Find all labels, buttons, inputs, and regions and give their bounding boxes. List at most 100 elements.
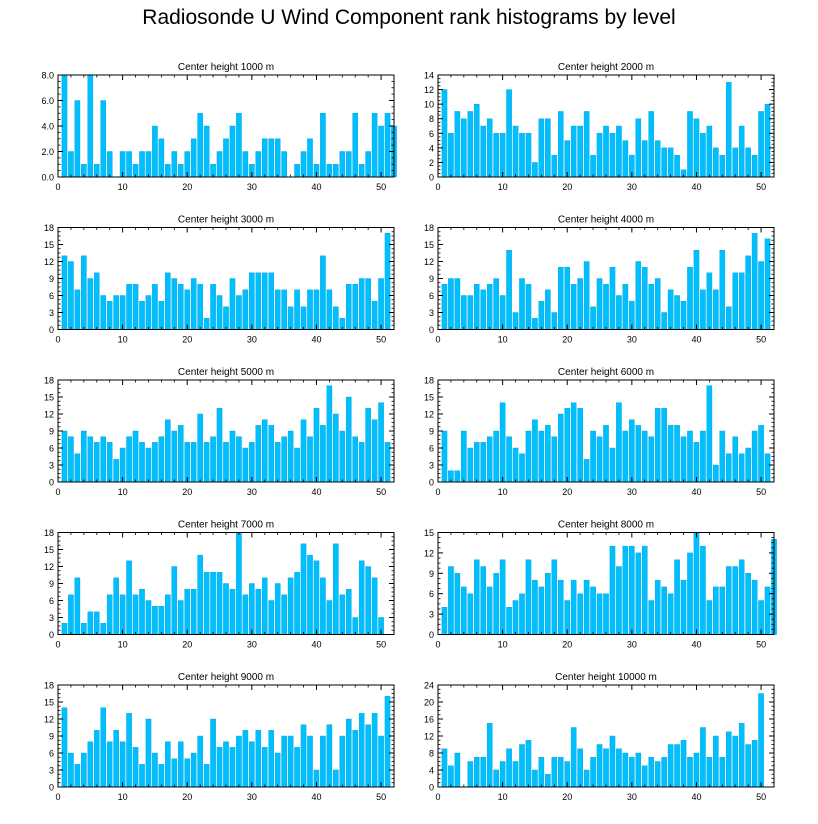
- bar: [184, 289, 191, 330]
- bar: [268, 138, 275, 178]
- y-tick-label: 2.0: [41, 147, 54, 157]
- bar: [203, 764, 210, 788]
- bar: [577, 408, 583, 483]
- x-tick-label: 30: [247, 335, 257, 345]
- bar: [132, 283, 139, 330]
- y-tick-label: 9: [49, 579, 54, 589]
- bar: [467, 295, 474, 330]
- bar: [667, 147, 674, 178]
- bar: [700, 727, 706, 788]
- bar: [616, 125, 622, 178]
- bar: [126, 151, 132, 178]
- bar: [525, 559, 532, 635]
- x-tick-label: 50: [376, 640, 386, 650]
- bar: [261, 747, 268, 788]
- y-tick-label: 12: [424, 85, 434, 95]
- bar: [687, 111, 693, 178]
- y-tick-label: 12: [424, 732, 434, 742]
- bar: [751, 430, 758, 483]
- bar: [352, 730, 359, 788]
- bar: [706, 385, 713, 483]
- bar: [577, 593, 583, 635]
- bar: [345, 283, 352, 330]
- bar: [61, 430, 68, 483]
- bar: [300, 306, 307, 330]
- bar: [229, 125, 236, 178]
- bar: [93, 272, 100, 330]
- bar: [661, 757, 667, 788]
- bar: [242, 594, 249, 635]
- bar: [281, 289, 287, 330]
- bar: [473, 559, 480, 635]
- bar: [68, 151, 74, 178]
- y-tick-label: 15: [44, 393, 54, 403]
- panel-1: Center height 1000 m 0.0 2.0 4.0 6.0 8.0 0 10 20…: [41, 62, 397, 192]
- panel-title: Center height 4000 m: [558, 215, 654, 226]
- bar: [758, 261, 764, 330]
- bar: [119, 447, 126, 483]
- bar: [139, 588, 145, 635]
- panel-title: Center height 1000 m: [178, 62, 274, 73]
- bar: [236, 113, 242, 178]
- bar: [339, 430, 346, 483]
- bar: [223, 583, 229, 635]
- bar: [100, 436, 107, 483]
- bar: [358, 278, 365, 330]
- bar: [106, 300, 113, 330]
- bar: [609, 545, 616, 635]
- bar: [486, 436, 493, 483]
- bar: [596, 436, 603, 483]
- x-tick-label: 0: [435, 487, 440, 497]
- bar: [158, 436, 165, 483]
- bar: [171, 758, 178, 788]
- bar: [68, 594, 74, 635]
- y-tick-label: 18: [44, 528, 54, 538]
- bar: [229, 747, 236, 788]
- bar: [641, 545, 648, 635]
- panel-title: Center height 8000 m: [558, 520, 654, 531]
- panel-10: Center height 10000 m 0 4 8 12 16 20 24 0 10 20 30 4…: [424, 672, 775, 802]
- bar: [126, 560, 132, 635]
- x-tick-label: 50: [756, 640, 766, 650]
- bar: [654, 761, 661, 788]
- bar: [667, 425, 674, 483]
- bar: [81, 752, 87, 788]
- bar: [74, 453, 81, 483]
- bar: [210, 283, 216, 330]
- bar: [333, 413, 339, 483]
- y-tick-label: 9: [429, 427, 434, 437]
- bar: [590, 757, 596, 788]
- bar: [616, 295, 622, 330]
- bar: [320, 735, 326, 788]
- bar: [764, 453, 771, 483]
- y-tick-label: 0: [49, 325, 54, 335]
- bar: [371, 577, 378, 635]
- bar: [532, 162, 538, 178]
- bar: [358, 442, 365, 483]
- x-tick-label: 40: [311, 487, 321, 497]
- bar: [609, 447, 616, 483]
- bar: [454, 752, 461, 788]
- bar: [545, 573, 551, 635]
- bar: [333, 306, 339, 330]
- bar: [177, 283, 184, 330]
- bar: [158, 138, 165, 178]
- panel-9: Center height 9000 m 0 3 6 9 12 15 18 0 10 20 30 40 5…: [44, 672, 395, 802]
- x-tick-label: 50: [756, 487, 766, 497]
- bar: [352, 113, 359, 178]
- bar: [461, 586, 467, 635]
- x-tick-label: 10: [118, 335, 128, 345]
- y-tick-label: 0: [429, 173, 434, 183]
- bar: [158, 300, 165, 330]
- bar: [119, 594, 126, 635]
- bar: [564, 140, 571, 178]
- bar: [713, 735, 719, 788]
- bar: [667, 593, 674, 635]
- y-tick-label: 10: [424, 100, 434, 110]
- y-tick-label: 3: [49, 308, 54, 318]
- bar: [603, 425, 609, 483]
- bar: [693, 752, 700, 788]
- y-tick-label: 12: [44, 562, 54, 572]
- bar: [339, 735, 346, 788]
- bar: [326, 289, 333, 330]
